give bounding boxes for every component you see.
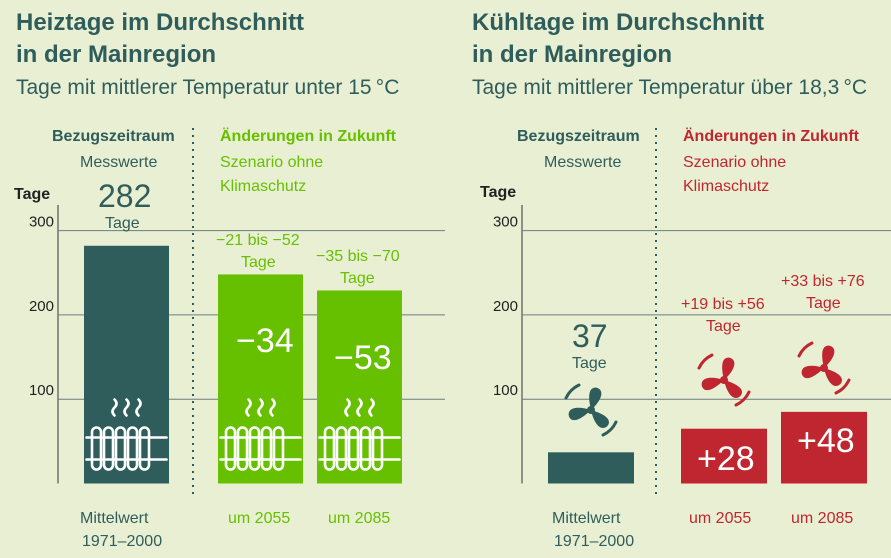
- radiator-icon: [85, 398, 168, 471]
- left-title-line1: Heiztage im Durchschnitt: [16, 9, 305, 36]
- heating-days-panel: Heiztage im Durchschnitt in der Mainregi…: [0, 0, 445, 558]
- cooling-days-panel: Kühltage im Durchschnitt in der Mainregi…: [458, 0, 891, 558]
- left-subtitle: Tage mit mittlerer Temperatur unter 15 °…: [16, 76, 400, 99]
- right-title-line2: in der Mainregion: [472, 41, 673, 68]
- left-xlabel-ref-2: 1971–2000: [82, 533, 163, 550]
- right-ylabel: Tage: [480, 184, 517, 201]
- y-tick-label: 100: [493, 382, 518, 399]
- radiator-icon: [219, 398, 302, 471]
- left-future-sub1: Szenario ohne: [220, 154, 324, 171]
- right-future-header: Änderungen in Zukunft: [683, 128, 859, 145]
- right-range-2055-unit: Tage: [706, 318, 741, 335]
- bar: [218, 274, 303, 484]
- right-ref-unit: Tage: [572, 355, 607, 372]
- left-range-2055: −21 bis −52: [216, 232, 300, 249]
- fan-icon: [797, 341, 851, 395]
- left-range-2085: −35 bis −70: [316, 248, 400, 265]
- left-delta-2055: −34: [236, 322, 294, 360]
- y-tick-label: 200: [493, 298, 518, 315]
- left-ref-value: 282: [98, 178, 152, 214]
- fan-icon: [697, 353, 751, 407]
- y-tick-label: 200: [29, 298, 54, 315]
- left-delta-2085: −53: [334, 339, 392, 377]
- right-title-line1: Kühltage im Durchschnitt: [472, 9, 765, 36]
- y-tick-label: 100: [29, 382, 54, 399]
- left-future-header: Änderungen in Zukunft: [220, 128, 396, 145]
- cooling-days-chart: 100 200 300: [493, 128, 891, 498]
- heating-days-chart: 100 200 300: [29, 128, 445, 498]
- right-future-sub2: Klimaschutz: [683, 178, 770, 195]
- right-future-sub1: Szenario ohne: [683, 154, 787, 171]
- left-xlabel-2085: um 2085: [328, 510, 391, 527]
- right-ref-value: 37: [572, 318, 608, 354]
- bar: [317, 290, 402, 484]
- left-ref-header: Bezugszeitraum: [52, 128, 175, 145]
- left-xlabel-ref-1: Mittelwert: [80, 510, 149, 527]
- bar: [781, 411, 867, 484]
- left-ref-unit: Tage: [105, 215, 140, 232]
- bar: [681, 428, 767, 484]
- right-xlabel-ref-1: Mittelwert: [552, 510, 621, 527]
- radiator-icon: [318, 398, 401, 471]
- right-subtitle: Tage mit mittlerer Temperatur über 18,3 …: [472, 76, 868, 99]
- right-range-2055: +19 bis +56: [681, 296, 765, 313]
- right-xlabel-2055: um 2055: [689, 510, 752, 527]
- right-delta-2085: +48: [797, 422, 855, 460]
- right-range-2085-unit: Tage: [806, 295, 841, 312]
- right-range-2085: +33 bis +76: [781, 273, 865, 290]
- left-ylabel: Tage: [14, 186, 51, 203]
- left-range-2055-unit: Tage: [241, 254, 276, 271]
- right-xlabel-2085: um 2085: [791, 510, 854, 527]
- right-delta-2055: +28: [697, 440, 755, 478]
- right-xlabel-ref-2: 1971–2000: [554, 533, 635, 550]
- bar: [84, 245, 169, 484]
- y-tick-label: 300: [29, 214, 54, 231]
- right-ref-header: Bezugszeitraum: [517, 128, 640, 145]
- left-future-sub2: Klimaschutz: [220, 178, 307, 195]
- y-tick-label: 300: [493, 214, 518, 231]
- left-range-2085-unit: Tage: [340, 270, 375, 287]
- bar: [548, 452, 634, 484]
- left-xlabel-2055: um 2055: [228, 510, 291, 527]
- fan-icon: [564, 383, 618, 437]
- left-title-line2: in der Mainregion: [16, 41, 217, 68]
- right-ref-sub: Messwerte: [544, 154, 622, 171]
- left-ref-sub: Messwerte: [80, 154, 158, 171]
